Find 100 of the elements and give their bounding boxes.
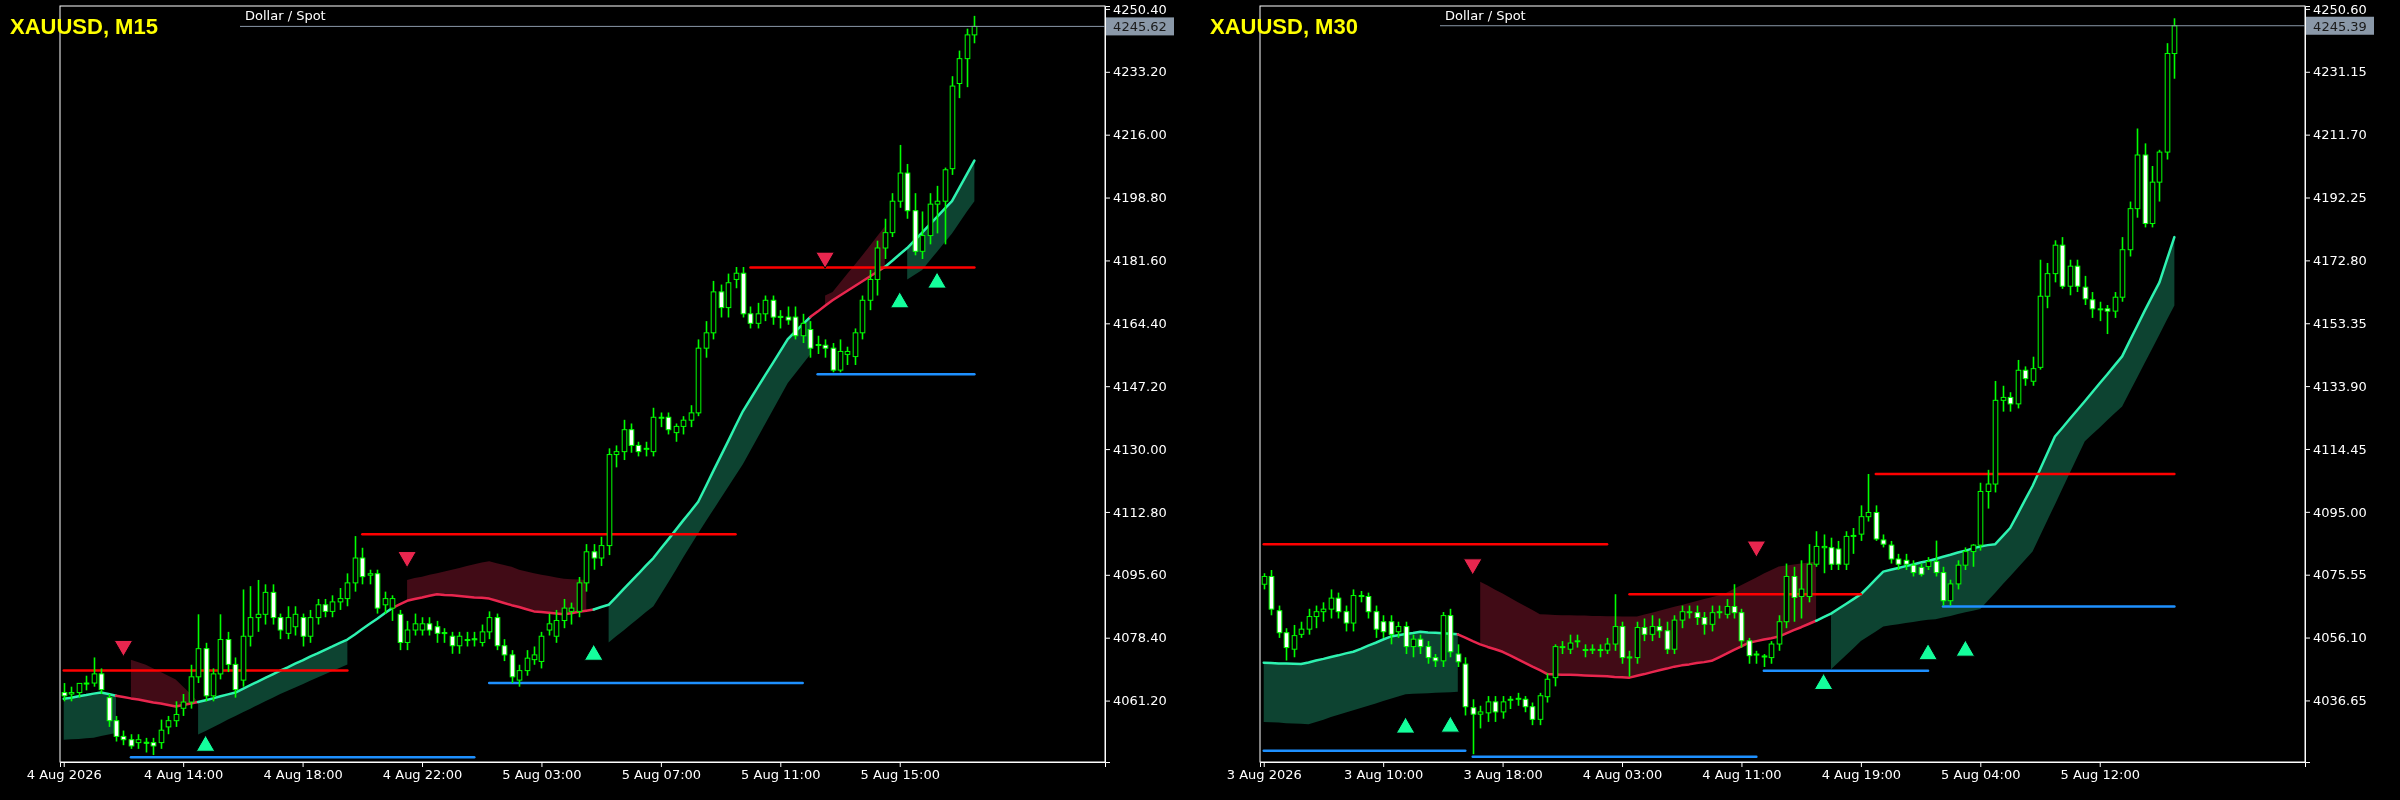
candlestick <box>1500 695 1507 720</box>
candlestick <box>106 693 113 728</box>
candlestick <box>389 594 396 622</box>
candlestick <box>2097 300 2104 322</box>
candlestick <box>322 598 329 619</box>
candlestick <box>777 309 784 330</box>
y-tick-label: 4056.10 <box>2313 630 2367 646</box>
y-tick-label: 4133.90 <box>2313 378 2367 394</box>
candlestick <box>2067 258 2074 297</box>
candlestick <box>2000 384 2007 413</box>
candlestick <box>2044 262 2051 310</box>
candlestick <box>1291 624 1298 659</box>
candlestick <box>307 609 314 644</box>
candlestick <box>546 612 553 637</box>
y-tick-label: 4114.45 <box>2313 441 2367 457</box>
candlestick <box>1388 614 1395 646</box>
candlestick <box>426 616 433 637</box>
x-tick-label: 4 Aug 14:00 <box>143 767 224 783</box>
candlestick <box>934 185 941 235</box>
candlestick <box>1850 527 1857 555</box>
candlestick <box>1798 559 1805 620</box>
candlestick <box>434 620 441 644</box>
candlestick <box>1701 611 1708 636</box>
candlestick <box>315 598 322 626</box>
candlestick <box>479 623 486 648</box>
candlestick <box>688 404 695 428</box>
candlestick <box>1828 536 1835 571</box>
candlestick <box>792 305 799 341</box>
candlestick <box>501 638 508 662</box>
x-tick-label: 4 Aug 2026 <box>26 767 102 783</box>
candlestick <box>1335 591 1342 620</box>
candlestick <box>1955 559 1962 591</box>
candlestick <box>613 444 620 469</box>
candlestick <box>822 338 829 359</box>
candlestick <box>113 715 120 743</box>
candlestick <box>531 645 538 666</box>
candlestick <box>1970 543 1977 568</box>
y-tick-label: 4130.00 <box>1113 441 1167 457</box>
candlestick <box>867 269 874 311</box>
ref-line-label: 4245.62 <box>1113 19 1167 35</box>
candlestick <box>359 546 366 586</box>
candlestick <box>1835 540 1842 571</box>
candlestick <box>1380 614 1387 639</box>
candlestick <box>1724 598 1731 620</box>
candlestick <box>770 294 777 326</box>
y-tick-label: 4164.40 <box>1113 315 1167 331</box>
annotation: Dollar / Spot <box>1445 8 1526 23</box>
x-tick-label: 3 Aug 18:00 <box>1463 767 1543 783</box>
annotation: Dollar / Spot <box>245 8 326 23</box>
candlestick <box>1320 601 1327 623</box>
candlestick <box>165 715 172 736</box>
candlestick <box>2074 258 2081 293</box>
candlestick <box>628 422 635 454</box>
y-tick-label: 4172.80 <box>2313 253 2367 269</box>
candlestick <box>2089 291 2096 319</box>
candlestick <box>419 616 426 637</box>
candlestick <box>1283 627 1290 662</box>
candlestick <box>1328 588 1335 620</box>
candlestick <box>1813 530 1820 568</box>
x-tick-label: 5 Aug 03:00 <box>502 767 582 783</box>
line-series <box>114 694 200 708</box>
candlestick <box>1709 604 1716 633</box>
candlestick <box>329 594 336 619</box>
candlestick <box>2112 291 2119 319</box>
candlestick <box>2104 304 2111 335</box>
y-tick-label: 4233.20 <box>1113 64 1167 80</box>
candlestick <box>1947 578 1954 607</box>
y-tick-label: 4061.20 <box>1113 693 1167 709</box>
y-tick-label: 4075.55 <box>2313 567 2367 583</box>
candlestick <box>1403 620 1410 655</box>
y-tick-label: 4036.65 <box>2313 693 2367 709</box>
chart-title: XAUUSD, M30 <box>1210 14 1358 39</box>
candlestick <box>1768 640 1775 665</box>
candlestick <box>285 605 292 640</box>
candlestick <box>91 656 98 688</box>
x-tick-label: 4 Aug 11:00 <box>1702 767 1782 783</box>
y-tick-label: 4095.00 <box>2313 504 2367 520</box>
x-tick-label: 5 Aug 15:00 <box>860 767 940 783</box>
candlestick <box>703 320 710 359</box>
candlestick <box>2030 355 2037 387</box>
candlestick <box>247 585 254 648</box>
candlestick <box>553 609 560 644</box>
line-series <box>1456 619 1818 679</box>
candlestick <box>1612 593 1619 652</box>
candlestick <box>1888 540 1895 565</box>
candlestick <box>844 345 851 366</box>
candlestick <box>180 693 187 717</box>
y-tick-label: 4095.60 <box>1113 567 1167 583</box>
candlestick <box>1776 614 1783 652</box>
candlestick <box>1694 604 1701 626</box>
y-tick-label: 4216.00 <box>1113 127 1167 143</box>
candlestick <box>337 587 344 611</box>
candlestick <box>882 217 889 260</box>
x-tick-label: 5 Aug 07:00 <box>621 767 702 783</box>
candlestick <box>1626 650 1633 678</box>
candlestick <box>785 305 792 326</box>
candlestick <box>412 612 419 637</box>
line-series <box>592 315 812 611</box>
candlestick <box>837 338 844 374</box>
candlestick <box>1641 617 1648 642</box>
